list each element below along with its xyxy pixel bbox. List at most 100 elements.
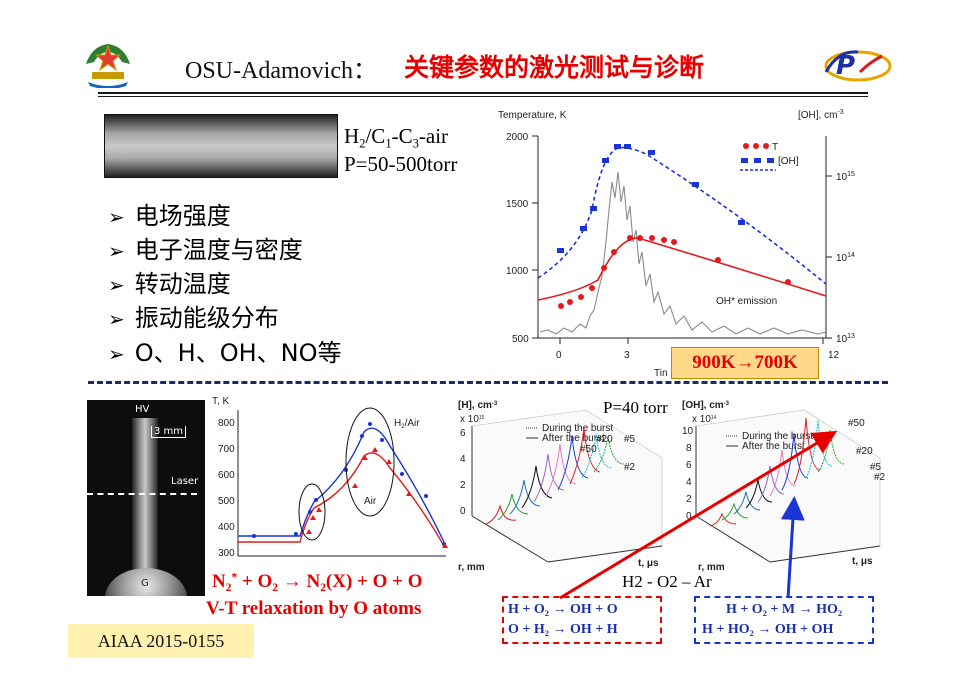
page-title-prefix: OSU-Adamovich：: [185, 58, 377, 84]
svg-text:P: P: [836, 51, 855, 81]
reaction-line: H + HO₂ → OH + OH: [702, 622, 834, 637]
bullet-item: ➢ 振动能级分布: [108, 304, 279, 332]
emission-label: OH* emission: [716, 296, 777, 307]
n2-quenching-reaction: N2* + O2 → N2(X) + O + O: [212, 571, 423, 594]
h-pulse-label: #2: [624, 462, 636, 473]
h-chart-scale: x 1015: [460, 414, 485, 425]
oh-emission-trace: [539, 171, 827, 335]
air-series-label: Air: [364, 496, 377, 507]
scale-bar-label: 3 mm: [151, 426, 187, 438]
oh-chart-title: [OH], cm-3: [682, 400, 730, 411]
h-z-tick: 6: [460, 428, 466, 439]
right-tick-label: 1014: [836, 252, 855, 264]
relax-y-tick: 800: [218, 418, 235, 429]
h-legend-during: During the burst: [542, 423, 613, 434]
left-ticks: [532, 135, 538, 339]
h-legend-after: After the burst: [542, 433, 605, 444]
oh-pulse-label: #5: [870, 462, 882, 473]
reaction-line: H + O₂ + M → HO₂: [725, 602, 843, 617]
lab-logo: P: [824, 50, 892, 82]
oh-z-tick: 10: [682, 426, 694, 437]
oh-z-tick: 2: [686, 494, 692, 505]
oh-t-axis-label: t, μs: [852, 556, 873, 567]
relax-y-tick: 500: [218, 496, 235, 507]
university-emblem: [86, 44, 130, 88]
temp-axis-label: Temperature, K: [498, 110, 567, 121]
oh-z-tick: 8: [686, 443, 692, 454]
annotation-arrows: [559, 430, 838, 600]
relax-y-tick: 300: [218, 548, 235, 559]
relax-y-label: T, K: [212, 396, 230, 407]
ho2-reactions-box: H + O₂ + M → HO₂ H + HO₂ → OH + OH: [694, 596, 874, 644]
temperature-fit-curve: [537, 237, 827, 301]
oh-r-axis-label: r, mm: [698, 562, 725, 573]
right-tick-label: 1013: [836, 333, 855, 345]
red-arrow: [559, 430, 838, 600]
relax-y-tick: 700: [218, 444, 235, 455]
peak-circle: [345, 407, 395, 517]
oh-z-tick: 6: [686, 460, 692, 471]
oh-legend-during: During the burst: [742, 431, 813, 442]
discharge-cell-photo: [104, 114, 338, 178]
h-pulse-label: #20: [596, 434, 613, 445]
header-rule-thin: [98, 96, 868, 97]
right-tick-label: 1015: [836, 171, 855, 183]
temperature-drop-highlight: 900K→700K: [671, 347, 819, 379]
discharge-emission-image: HV 3 mm Laser G: [87, 400, 205, 596]
h-density-3d-chart: [H], cm-3 x 1015 6 4 2 0 During the burs…: [458, 400, 663, 573]
oh-pulse-label: #50: [848, 418, 865, 429]
h-z-tick: 0: [460, 506, 466, 517]
relax-y-tick: 600: [218, 470, 235, 481]
bullet-item: ➢ 转动温度: [108, 270, 231, 298]
header-rule: [98, 92, 868, 94]
oh-z-tick: 4: [686, 477, 692, 488]
y-tick-label: 2000: [506, 132, 529, 143]
y-tick-label: 1500: [506, 199, 529, 210]
y-tick-label: 500: [512, 334, 529, 345]
oh-z-tick: 0: [686, 511, 692, 522]
pressure-range-label: P=50-500torr: [344, 152, 458, 176]
h-r-axis-label: r, mm: [458, 562, 485, 573]
h-z-tick: 4: [460, 454, 466, 465]
h-z-tick: 2: [460, 480, 466, 491]
oh-points: [557, 144, 745, 253]
h-t-axis-label: t, μs: [638, 558, 659, 569]
laser-beam-line: [87, 493, 197, 495]
y-tick-label: 1000: [506, 266, 529, 277]
reaction-line: H + O₂ → OH + O: [508, 602, 618, 617]
x-axis-label: Tin: [654, 368, 668, 379]
ground-label: G: [141, 578, 149, 589]
x-tick-label: 12: [828, 350, 840, 361]
h-chart-title: [H], cm-3: [458, 400, 498, 411]
laser-label: Laser: [171, 476, 199, 487]
discharge-column: [132, 418, 158, 578]
blue-arrow: [780, 496, 805, 599]
citation-badge: AIAA 2015-0155: [68, 624, 254, 658]
temperature-oh-chart: Temperature, K [OH], cm-3 2000 1500 1000…: [498, 109, 855, 379]
bullet-item: ➢ 电场强度: [108, 202, 231, 230]
chart-legend: T [OH]: [740, 142, 799, 171]
vt-relaxation-caption: V-T relaxation by O atoms: [206, 598, 422, 619]
oh-fit-curve: [537, 146, 827, 285]
h2-air-curve: [238, 427, 445, 543]
oh-pulse-label: #20: [856, 446, 873, 457]
legend-t: T: [772, 142, 778, 153]
oh-pulse-label: #2: [874, 472, 886, 483]
relax-y-tick: 400: [218, 522, 235, 533]
h2-air-points: [252, 422, 446, 546]
h2-o2-ar-label: H2 - O2 – Ar: [622, 572, 712, 591]
air-points: [306, 447, 448, 548]
mixture-label: H2/C1-C3-air: [344, 124, 449, 151]
reaction-line: O + H₂ → OH + H: [508, 622, 618, 637]
pressure-40-label: P=40 torr: [603, 398, 668, 417]
oh-formation-reactions-box: H + O₂ → OH + O O + H₂ → OH + H: [502, 596, 662, 644]
bullet-item: ➢ 电子温度与密度: [108, 236, 303, 264]
temperature-points: [558, 235, 791, 309]
x-tick-label: 3: [624, 350, 630, 361]
oh-traces: [709, 417, 845, 527]
transition-circle: [298, 483, 326, 541]
air-curve: [238, 452, 445, 547]
bullet-item: ➢ O、H、OH、NO等: [108, 339, 342, 367]
h2-air-series-label: H2/Air: [394, 418, 420, 430]
x-tick-label: 0: [556, 350, 562, 361]
